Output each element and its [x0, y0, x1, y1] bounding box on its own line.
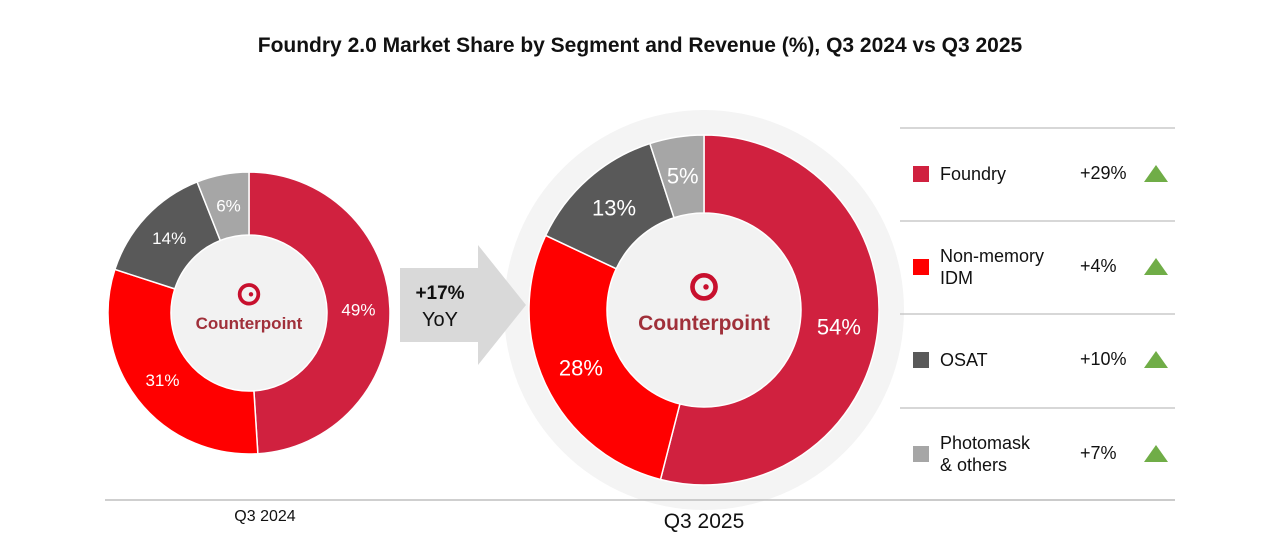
counterpoint-logo-text: Counterpoint [196, 314, 303, 333]
yoy-value: +17% [415, 283, 465, 304]
legend-growth: +29% [1080, 163, 1127, 183]
up-triangle-icon [1144, 445, 1168, 462]
yoy-label: YoY [422, 309, 458, 331]
legend-swatch [913, 166, 929, 182]
legend-label: Foundry [940, 163, 1006, 185]
slice-q3-2025-3 [648, 134, 705, 219]
legend-label: OSAT [940, 349, 988, 371]
up-triangle-icon [1144, 351, 1168, 368]
legend-label: Non-memory IDM [940, 245, 1044, 289]
legend-growth: +10% [1080, 349, 1127, 369]
slice-label: 6% [216, 196, 241, 215]
slice-label: 49% [341, 301, 375, 320]
legend-item: OSAT +10% [900, 314, 1175, 407]
caption-q3-2024: Q3 2024 [234, 508, 296, 525]
chart-title: Foundry 2.0 Market Share by Segment and … [257, 34, 1023, 57]
counterpoint-logo-text: Counterpoint [638, 312, 770, 335]
legend-item: Foundry +29% [900, 128, 1175, 221]
legend-item: Non-memory IDM +4% [900, 221, 1175, 314]
legend-swatch [913, 352, 929, 368]
slice-label: 5% [667, 163, 699, 188]
legend-swatch [913, 259, 929, 275]
legend-label: Photomask & others [940, 432, 1030, 476]
up-triangle-icon [1144, 165, 1168, 182]
slice-q3-2025-1 [528, 234, 681, 481]
legend-label-line: Foundry [940, 164, 1007, 184]
caption-q3-2025: Q3 2025 [663, 510, 745, 533]
slice-label: 14% [152, 229, 186, 248]
up-triangle-icon [1144, 258, 1168, 275]
yoy-arrow [400, 245, 526, 365]
legend-item: Photomask & others +7% [900, 408, 1175, 501]
legend-swatch [913, 446, 929, 462]
counterpoint-logo-icon [237, 283, 261, 306]
legend-label-line: Photomask [940, 433, 1031, 453]
slice-label: 54% [817, 315, 861, 340]
counterpoint-logo-icon [690, 273, 718, 301]
slice-label: 13% [592, 196, 636, 221]
slice-q3-2024-1 [107, 268, 259, 455]
slice-q3-2024-3 [196, 171, 250, 242]
slice-label: 31% [145, 371, 179, 390]
legend-label-line: Non-memory [940, 246, 1045, 266]
slice-q3-2025-0 [659, 134, 880, 486]
legend-label-line: & others [940, 455, 1008, 475]
legend-label-line: IDM [940, 268, 973, 288]
legend-growth: +7% [1080, 443, 1117, 463]
legend-label-line: OSAT [940, 350, 988, 370]
slice-label: 28% [559, 356, 603, 381]
slice-q3-2024-0 [248, 171, 391, 455]
legend-growth: +4% [1080, 256, 1117, 276]
